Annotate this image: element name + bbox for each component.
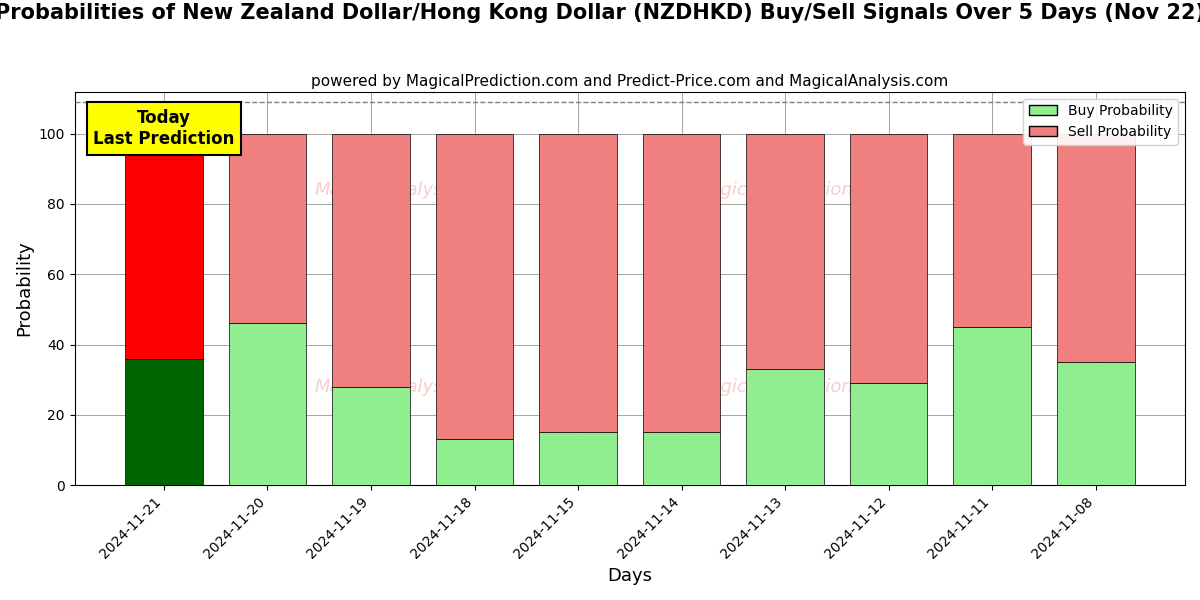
Bar (229, 134, 306, 323)
Bar (643, 433, 720, 485)
Bar (643, 134, 720, 433)
Bar (436, 439, 514, 485)
Bar (746, 134, 824, 369)
Title: powered by MagicalPrediction.com and Predict-Price.com and MagicalAnalysis.com: powered by MagicalPrediction.com and Pre… (311, 74, 948, 89)
Bar (850, 134, 928, 383)
Text: Probabilities of New Zealand Dollar/Hong Kong Dollar (NZDHKD) Buy/Sell Signals O: Probabilities of New Zealand Dollar/Hong… (0, 3, 1200, 23)
Bar (125, 134, 203, 359)
Bar (125, 359, 203, 485)
Bar (332, 134, 410, 386)
Text: MagicalAnalysis.com: MagicalAnalysis.com (314, 377, 502, 395)
X-axis label: Days: Days (607, 567, 653, 585)
Bar (436, 134, 514, 439)
Text: MagicalAnalysis.com: MagicalAnalysis.com (314, 181, 502, 199)
Bar (229, 323, 306, 485)
Bar (746, 369, 824, 485)
Bar (953, 134, 1031, 327)
Text: MagicalPrediction.com: MagicalPrediction.com (695, 181, 898, 199)
Bar (539, 433, 617, 485)
Bar (332, 386, 410, 485)
Text: Today
Last Prediction: Today Last Prediction (94, 109, 235, 148)
Bar (953, 327, 1031, 485)
Bar (850, 383, 928, 485)
Y-axis label: Probability: Probability (16, 241, 34, 336)
Text: MagicalPrediction.com: MagicalPrediction.com (695, 377, 898, 395)
Bar (539, 134, 617, 433)
Bar (1057, 362, 1134, 485)
Legend: Buy Probability, Sell Probability: Buy Probability, Sell Probability (1024, 98, 1178, 145)
Bar (1057, 134, 1134, 362)
